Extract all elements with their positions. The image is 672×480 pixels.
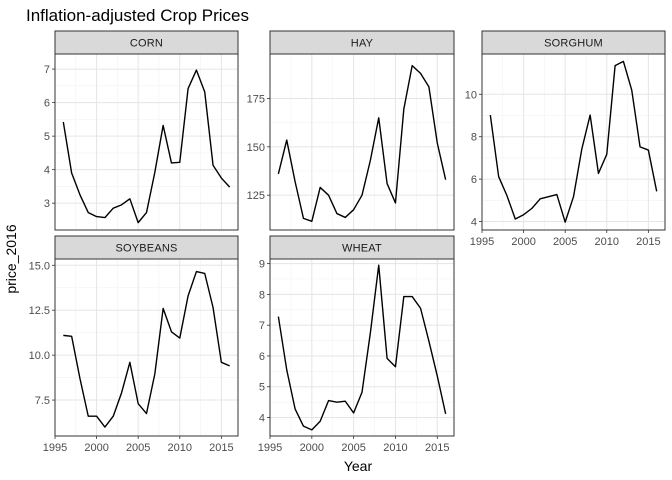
panel-background (55, 54, 238, 230)
x-tick-label: 2015 (209, 442, 233, 454)
strip-sorghum (481, 30, 666, 55)
y-axis-title: price_2016 (3, 224, 19, 293)
x-tick-label: 2010 (383, 442, 407, 454)
series-line-wheat (277, 264, 447, 431)
x-tick-label: 2005 (553, 236, 577, 248)
y-tick-label: 10 (465, 89, 477, 101)
strip-label: WHEAT (342, 243, 382, 255)
panel-hay: 125 150 175 HAY (247, 30, 455, 231)
y-tick-label: 150 (247, 142, 265, 154)
x-tick-label: 2000 (300, 442, 324, 454)
series-line-hay (277, 64, 447, 223)
strip-wheat (269, 235, 455, 260)
y-tick-label: 4 (44, 165, 50, 177)
x-tick-label: 2005 (126, 442, 150, 454)
strip-label: SOYBEANS (115, 243, 177, 255)
series-line-corn (62, 69, 231, 224)
strip-label: HAY (351, 38, 374, 50)
panel-background (482, 54, 665, 230)
y-tick-label: 3 (44, 198, 50, 210)
panel-background (270, 259, 454, 436)
strip-soybeans (54, 235, 239, 260)
x-axis-title: Year (344, 458, 373, 474)
y-tick-label: 5 (259, 382, 265, 394)
strip-label: CORN (130, 38, 163, 50)
y-tick-label: 7 (259, 320, 265, 332)
x-tick-label: 2000 (84, 442, 108, 454)
strip-corn (54, 30, 239, 55)
y-tick-label: 9 (259, 259, 265, 271)
y-tick-label: 4 (259, 413, 265, 425)
x-tick-label: 1995 (43, 442, 67, 454)
y-tick-label: 10.0 (29, 350, 50, 362)
y-tick-label: 12.5 (29, 305, 50, 317)
y-tick-label: 6 (44, 98, 50, 110)
y-tick-label: 6 (259, 351, 265, 363)
y-tick-label: 15.0 (29, 260, 50, 272)
y-tick-label: 7.5 (35, 395, 50, 407)
panel-background (55, 259, 238, 436)
strip-label: SORGHUM (544, 38, 603, 50)
x-tick-label: 2015 (425, 442, 449, 454)
x-tick-label: 2010 (168, 442, 192, 454)
panel-soybeans: 7.5 10.0 12.5 15.0 SOYBEANS 1995 2000 2005 2010 2… (29, 235, 239, 454)
facet-panels: 3 4 5 6 7 CORN 125 150 175 HAY 4 6 8 10 SORGHUM 1995 200… (29, 30, 666, 454)
y-tick-label: 175 (247, 93, 265, 105)
x-tick-label: 2005 (341, 442, 365, 454)
x-tick-label: 2010 (595, 236, 619, 248)
y-tick-label: 8 (259, 289, 265, 301)
x-tick-label: 2000 (511, 236, 535, 248)
panel-wheat: 4 5 6 7 8 9 WHEAT 1995 2000 2005 2010 2015 (258, 235, 455, 454)
chart-title: Inflation-adjusted Crop Prices (26, 6, 249, 25)
y-tick-label: 7 (44, 64, 50, 76)
panel-background (270, 54, 454, 230)
strip-hay (269, 30, 455, 55)
y-tick-label: 8 (471, 132, 477, 144)
series-line-soybeans (63, 270, 230, 428)
panel-sorghum: 4 6 8 10 SORGHUM 1995 2000 2005 2010 2015 (465, 30, 666, 248)
y-tick-label: 125 (247, 190, 265, 202)
y-tick-label: 5 (44, 131, 50, 143)
x-tick-label: 1995 (470, 236, 494, 248)
panel-corn: 3 4 5 6 7 CORN (44, 30, 239, 231)
x-tick-label: 1995 (258, 442, 282, 454)
y-tick-label: 4 (471, 217, 477, 229)
series-line-sorghum (489, 60, 658, 223)
y-tick-label: 6 (471, 174, 477, 186)
x-tick-label: 2015 (636, 236, 660, 248)
